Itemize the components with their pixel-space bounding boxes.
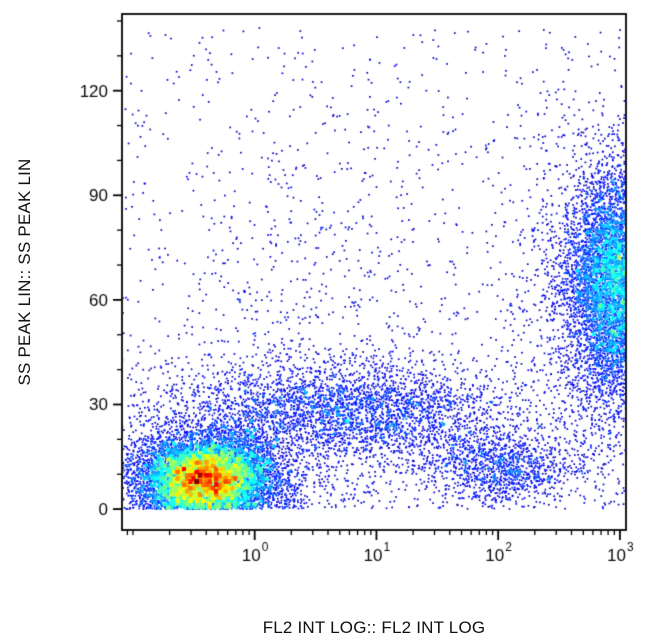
y-axis-title: SS PEAK LIN:: SS PEAK LIN: [15, 158, 34, 386]
x-axis-title: FL2 INT LOG:: FL2 INT LOG: [262, 618, 486, 637]
